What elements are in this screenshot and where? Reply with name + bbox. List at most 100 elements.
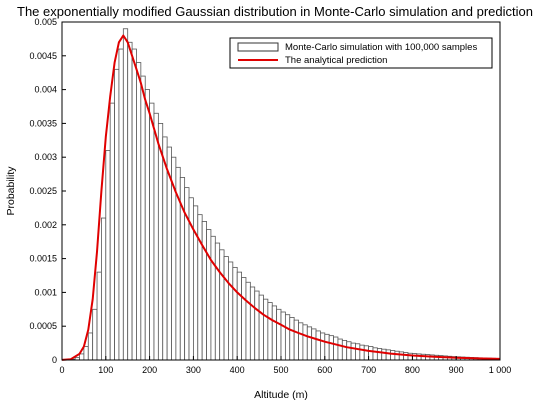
y-tick-label: 0.005 (34, 17, 57, 27)
histogram-bar (214, 242, 221, 361)
histogram-bar (271, 305, 278, 361)
histogram-bar (144, 89, 151, 361)
histogram-bar (83, 346, 89, 361)
histogram-bar (210, 235, 216, 361)
histogram-bar (87, 332, 94, 361)
histogram-bar (122, 28, 129, 361)
histogram-bar (333, 336, 339, 361)
y-tick-label: 0.0005 (29, 321, 57, 331)
histogram-bar (280, 311, 286, 361)
histogram-bar (328, 335, 334, 361)
histogram-bar (363, 345, 370, 361)
histogram-bar (302, 324, 308, 361)
histogram-bar (101, 217, 107, 361)
histogram-bar (320, 332, 326, 361)
x-axis: 0 100 200 300 400 500 600 700 800 900 1 000 (59, 356, 511, 375)
histogram-bar (341, 339, 348, 361)
histogram-bars (61, 28, 501, 361)
histogram-bar (258, 294, 264, 361)
histogram-bar (346, 341, 352, 361)
histogram-bar (381, 348, 387, 361)
x-tick-label: 100 (98, 365, 113, 375)
histogram-bar (206, 229, 212, 361)
y-tick-label: 0.004 (34, 85, 57, 95)
histogram-bar (219, 249, 225, 361)
histogram-bar (254, 290, 260, 361)
histogram-bar (311, 328, 317, 361)
x-tick-label: 700 (361, 365, 376, 375)
x-tick-label: 300 (186, 365, 201, 375)
histogram-bar (96, 271, 102, 361)
y-tick-label: 0.0045 (29, 51, 57, 61)
histogram-bar (105, 150, 111, 361)
histogram-bar (403, 352, 409, 361)
histogram-bar (372, 347, 378, 361)
y-tick-label: 0.0035 (29, 118, 57, 128)
histogram-bar (368, 346, 374, 361)
x-tick-label: 200 (142, 365, 157, 375)
histogram-bar (245, 281, 251, 361)
y-tick-label: 0.003 (34, 152, 57, 162)
legend-label-histogram: Monte-Carlo simulation with 100,000 samp… (285, 42, 477, 53)
y-tick-label: 0.001 (34, 287, 57, 297)
series-line-analytical (61, 34, 501, 361)
x-tick-label: 400 (230, 365, 245, 375)
legend: Monte-Carlo simulation with 100,000 samp… (229, 37, 493, 69)
histogram-bar (241, 277, 247, 361)
y-tick-label: 0.0025 (29, 186, 57, 196)
histogram-bar (131, 48, 137, 361)
x-tick-label: 600 (317, 365, 332, 375)
histogram-bar (284, 314, 291, 361)
analytical-curve (61, 34, 501, 361)
y-tick-label: 0.0015 (29, 254, 57, 264)
histogram-bar (385, 349, 391, 361)
histogram-bar (289, 317, 295, 361)
histogram-bar (149, 102, 155, 361)
histogram-bar (355, 343, 361, 361)
y-axis-label: Probability (5, 166, 17, 216)
y-axis: 0 0.0005 0.001 0.0015 0.002 0.0025 0.003 0.0035… (29, 17, 66, 365)
histogram-bar (249, 286, 256, 361)
histogram-bar (293, 319, 299, 361)
x-tick-label: 900 (449, 365, 464, 375)
histogram-bar (223, 256, 229, 361)
histogram-bar (306, 326, 313, 361)
histogram-bar (324, 333, 330, 361)
histogram-bar (236, 271, 242, 361)
x-axis-label: Altitude (m) (254, 389, 308, 401)
legend-label-line: The analytical prediction (285, 55, 387, 66)
histogram-bar (157, 123, 164, 361)
y-tick-label: 0.002 (34, 220, 57, 230)
histogram-bar (276, 308, 282, 361)
histogram-bar (109, 102, 115, 361)
histogram-bar (337, 338, 343, 361)
x-tick-label: 800 (405, 365, 420, 375)
histogram-bar (359, 344, 365, 361)
histogram-bar (394, 350, 400, 361)
y-tick-label: 0 (52, 355, 57, 365)
histogram-bar (267, 302, 273, 361)
histogram-bar (232, 266, 238, 361)
x-tick-label: 500 (273, 365, 288, 375)
legend-swatch-histogram (237, 42, 279, 52)
histogram-bar (263, 298, 269, 361)
histogram-bar (390, 350, 396, 361)
x-tick-label: 1 000 (489, 365, 512, 375)
histogram-bar (92, 308, 98, 361)
histogram-bar (79, 353, 85, 361)
histogram-bar (114, 68, 120, 361)
histogram-bar (140, 75, 146, 361)
histogram-bar (228, 261, 234, 361)
histogram-bar (136, 62, 142, 361)
histogram-bar (315, 330, 321, 361)
histogram-bar (350, 342, 356, 361)
histogram-bar (118, 48, 124, 361)
x-tick-label: 0 (59, 365, 64, 375)
histogram-bar (201, 221, 207, 361)
histogram-bar (376, 348, 383, 361)
histogram-bar (298, 322, 304, 361)
histogram-bar (398, 351, 405, 361)
histogram-bar (153, 112, 159, 361)
histogram-bar (127, 41, 133, 361)
